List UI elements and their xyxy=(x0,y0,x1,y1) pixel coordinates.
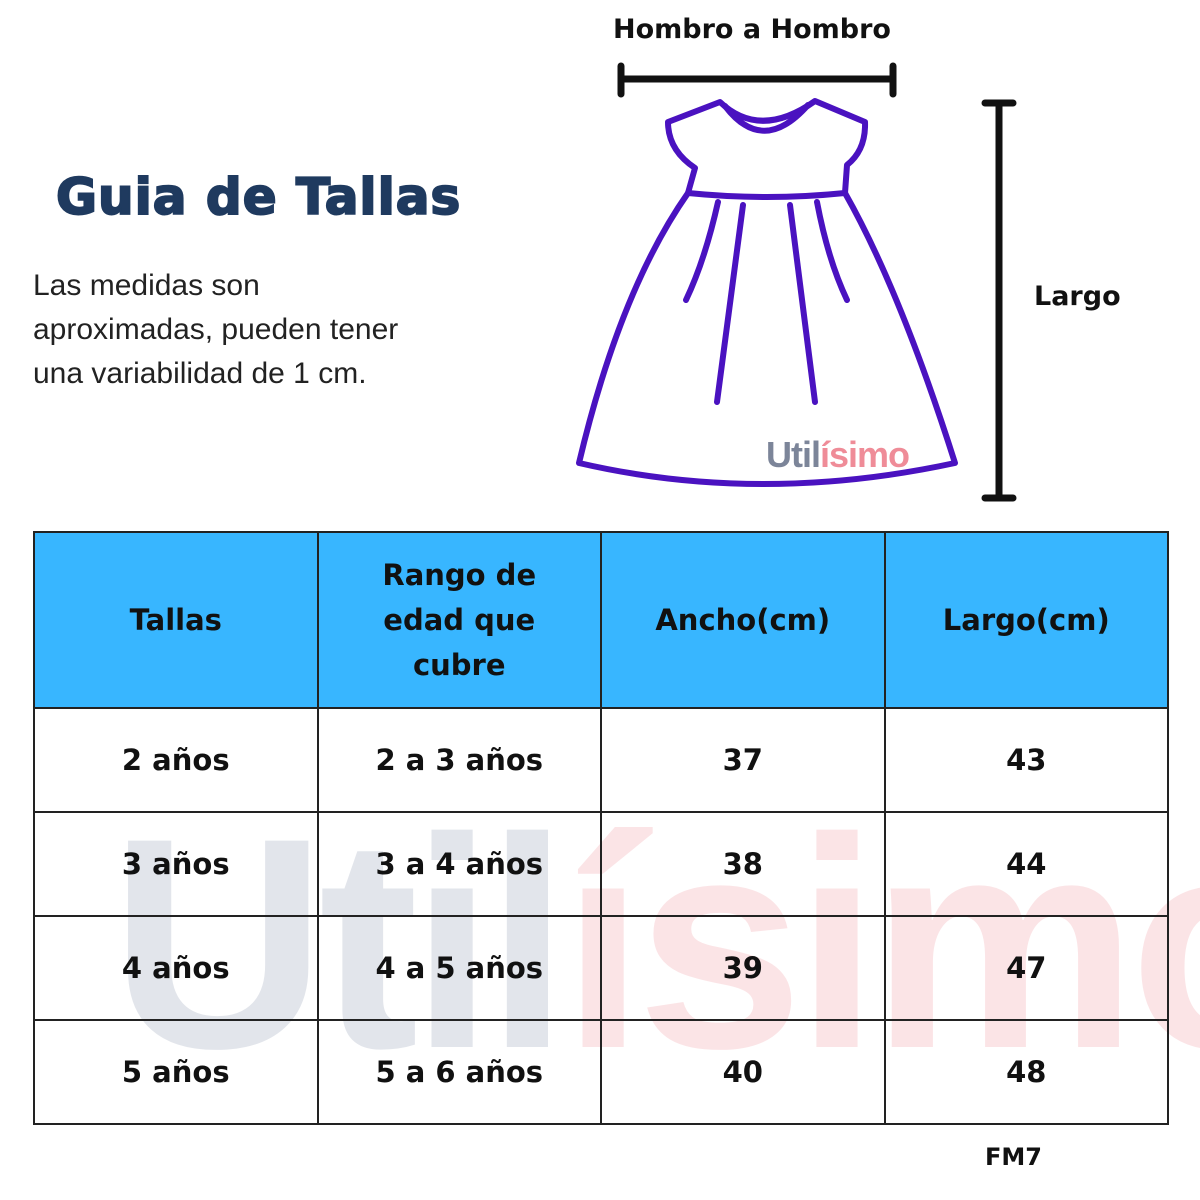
length-label: Largo xyxy=(1034,281,1121,312)
cell-rango: 2 a 3 años xyxy=(316,707,602,813)
dress-icon xyxy=(576,98,958,487)
table-header-row: Tallas Rango de edad que cubre Ancho(cm)… xyxy=(33,531,1169,709)
product-code: FM7 xyxy=(985,1143,1042,1171)
header-rango: Rango de edad que cubre xyxy=(316,531,602,709)
cell-talla: 5 años xyxy=(33,1019,319,1125)
cell-ancho: 39 xyxy=(600,915,886,1021)
header-tallas: Tallas xyxy=(33,531,319,709)
cell-largo: 44 xyxy=(883,811,1169,917)
cell-rango: 5 a 6 años xyxy=(316,1019,602,1125)
table-row: 4 años 4 a 5 años 39 47 xyxy=(33,915,1169,1021)
cell-largo: 43 xyxy=(883,707,1169,813)
table-row: 3 años 3 a 4 años 38 44 xyxy=(33,811,1169,917)
brand-logo: Utilísimo xyxy=(766,434,910,475)
shoulder-label: Hombro a Hombro xyxy=(613,14,891,45)
cell-largo: 47 xyxy=(883,915,1169,1021)
cell-talla: 4 años xyxy=(33,915,319,1021)
cell-ancho: 37 xyxy=(600,707,886,813)
cell-ancho: 38 xyxy=(600,811,886,917)
cell-talla: 2 años xyxy=(33,707,319,813)
size-table: Tallas Rango de edad que cubre Ancho(cm)… xyxy=(33,531,1169,1125)
cell-talla: 3 años xyxy=(33,811,319,917)
table-row: 5 años 5 a 6 años 40 48 xyxy=(33,1019,1169,1125)
page-title: Guia de Tallas xyxy=(55,167,462,227)
cell-ancho: 40 xyxy=(600,1019,886,1125)
dress-illustration xyxy=(576,62,1017,502)
length-measure-icon xyxy=(981,99,1017,502)
table-row: 2 años 2 a 3 años 37 43 xyxy=(33,707,1169,813)
header-largo: Largo(cm) xyxy=(883,531,1169,709)
header-ancho: Ancho(cm) xyxy=(600,531,886,709)
cell-largo: 48 xyxy=(883,1019,1169,1125)
cell-rango: 4 a 5 años xyxy=(316,915,602,1021)
description: Las medidas son aproximadas, pueden tene… xyxy=(33,269,399,390)
cell-rango: 3 a 4 años xyxy=(316,811,602,917)
shoulder-measure-icon xyxy=(617,62,897,98)
